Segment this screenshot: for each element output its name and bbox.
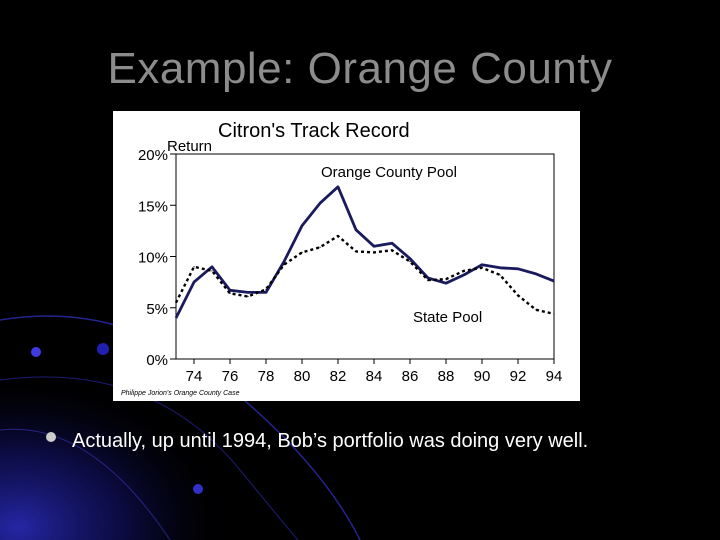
decor-dot: [31, 347, 41, 357]
orange-county-pool-point: [193, 281, 195, 283]
state-pool-point: [319, 246, 321, 248]
state-pool-point: [247, 295, 249, 298]
series-label-state-pool: State Pool: [413, 309, 482, 326]
orange-county-pool-point: [391, 242, 393, 244]
series-label-orange-county-pool: Orange County Pool: [321, 164, 457, 181]
orange-county-pool-point: [517, 268, 519, 270]
orange-county-pool-point: [409, 257, 411, 260]
state-pool-point: [337, 235, 339, 237]
x-tick-label: 74: [186, 368, 203, 385]
swoosh-line: [0, 428, 171, 540]
orange-county-pool-point: [499, 267, 501, 269]
x-tick-label: 92: [510, 368, 527, 385]
x-tick-label: 94: [546, 368, 563, 385]
orange-county-pool-point: [463, 274, 465, 276]
state-pool-point: [481, 267, 483, 269]
state-pool-point: [391, 249, 393, 251]
orange-county-pool-point: [373, 245, 375, 247]
line-chart: 0% 5% 10% 15% 20% 74 76 78 80 82 84 86 88 90 92 94 Orang…: [121, 120, 562, 397]
chart-text: 0% 5% 10% 15% 20% 74 76 78 80 82 84 86 88 90 92 94 Orang…: [121, 120, 562, 397]
state-pool-point: [427, 279, 429, 281]
state-pool-line: [174, 234, 555, 316]
state-pool-point: [229, 292, 231, 294]
orange-county-pool-point: [355, 229, 357, 231]
orange-county-pool-point: [481, 264, 483, 266]
y-tick-label: 5%: [146, 301, 168, 318]
decor-dot: [193, 484, 203, 494]
state-pool-point: [193, 266, 195, 268]
state-pool-point: [355, 250, 357, 252]
x-tick-label: 86: [402, 368, 419, 385]
state-pool-point: [265, 288, 267, 290]
chart-series: [174, 185, 555, 319]
source-note: Philippe Jorion's Orange County Case: [121, 390, 240, 397]
state-pool-point: [373, 251, 375, 253]
state-pool-point: [445, 278, 447, 280]
orange-county-pool-point: [427, 277, 429, 279]
state-pool-point: [499, 274, 501, 276]
state-pool-point: [301, 251, 303, 253]
state-pool-point: [175, 302, 177, 304]
state-pool-point: [283, 264, 285, 266]
state-pool-point: [409, 261, 411, 263]
orange-county-pool-point: [247, 291, 249, 293]
orange-county-pool-point: [301, 225, 303, 227]
x-tick-label: 76: [222, 368, 239, 385]
state-pool-point: [553, 313, 555, 315]
bullet-icon: [46, 432, 56, 442]
state-pool-point: [463, 270, 465, 272]
chart-image: 0% 5% 10% 15% 20% 74 76 78 80 82 84 86 88 90 92 94 Orang…: [113, 111, 580, 401]
x-tick-label: 82: [330, 368, 347, 385]
chart-axes: [175, 153, 555, 360]
state-pool-point: [535, 309, 537, 311]
orange-county-pool-line: [174, 185, 555, 319]
orange-county-pool-point: [211, 266, 213, 268]
slide-title: Example: Orange County: [107, 44, 613, 93]
x-tick-label: 84: [366, 368, 383, 385]
y-tick-label: 20%: [138, 147, 168, 164]
orange-county-pool-point: [445, 282, 447, 284]
decor-dot: [97, 343, 109, 355]
orange-county-pool-point: [229, 289, 231, 291]
y-axis-label: Return: [167, 138, 212, 155]
bullet-text: Actually, up until 1994, Bob’s portfolio…: [72, 430, 589, 452]
chart-ticks: [170, 153, 555, 364]
state-pool-point: [517, 294, 519, 297]
orange-county-pool-point: [175, 317, 177, 319]
x-tick-label: 78: [258, 368, 275, 385]
orange-county-pool-point: [553, 280, 555, 282]
orange-county-pool-point: [535, 273, 537, 275]
x-tick-label: 80: [294, 368, 311, 385]
orange-county-pool-point: [319, 202, 321, 204]
x-tick-label: 88: [438, 368, 455, 385]
plot-frame: [175, 153, 555, 360]
y-tick-label: 15%: [138, 198, 168, 215]
state-pool-point: [211, 270, 213, 272]
y-tick-label: 0%: [146, 352, 168, 369]
orange-county-pool-point: [337, 186, 339, 188]
y-tick-label: 10%: [138, 250, 168, 267]
orange-county-pool-point: [283, 261, 285, 263]
x-tick-label: 90: [474, 368, 491, 385]
orange-county-pool-point: [265, 291, 267, 293]
swoosh-line: [0, 376, 301, 540]
chart-title: Citron's Track Record: [218, 120, 410, 142]
